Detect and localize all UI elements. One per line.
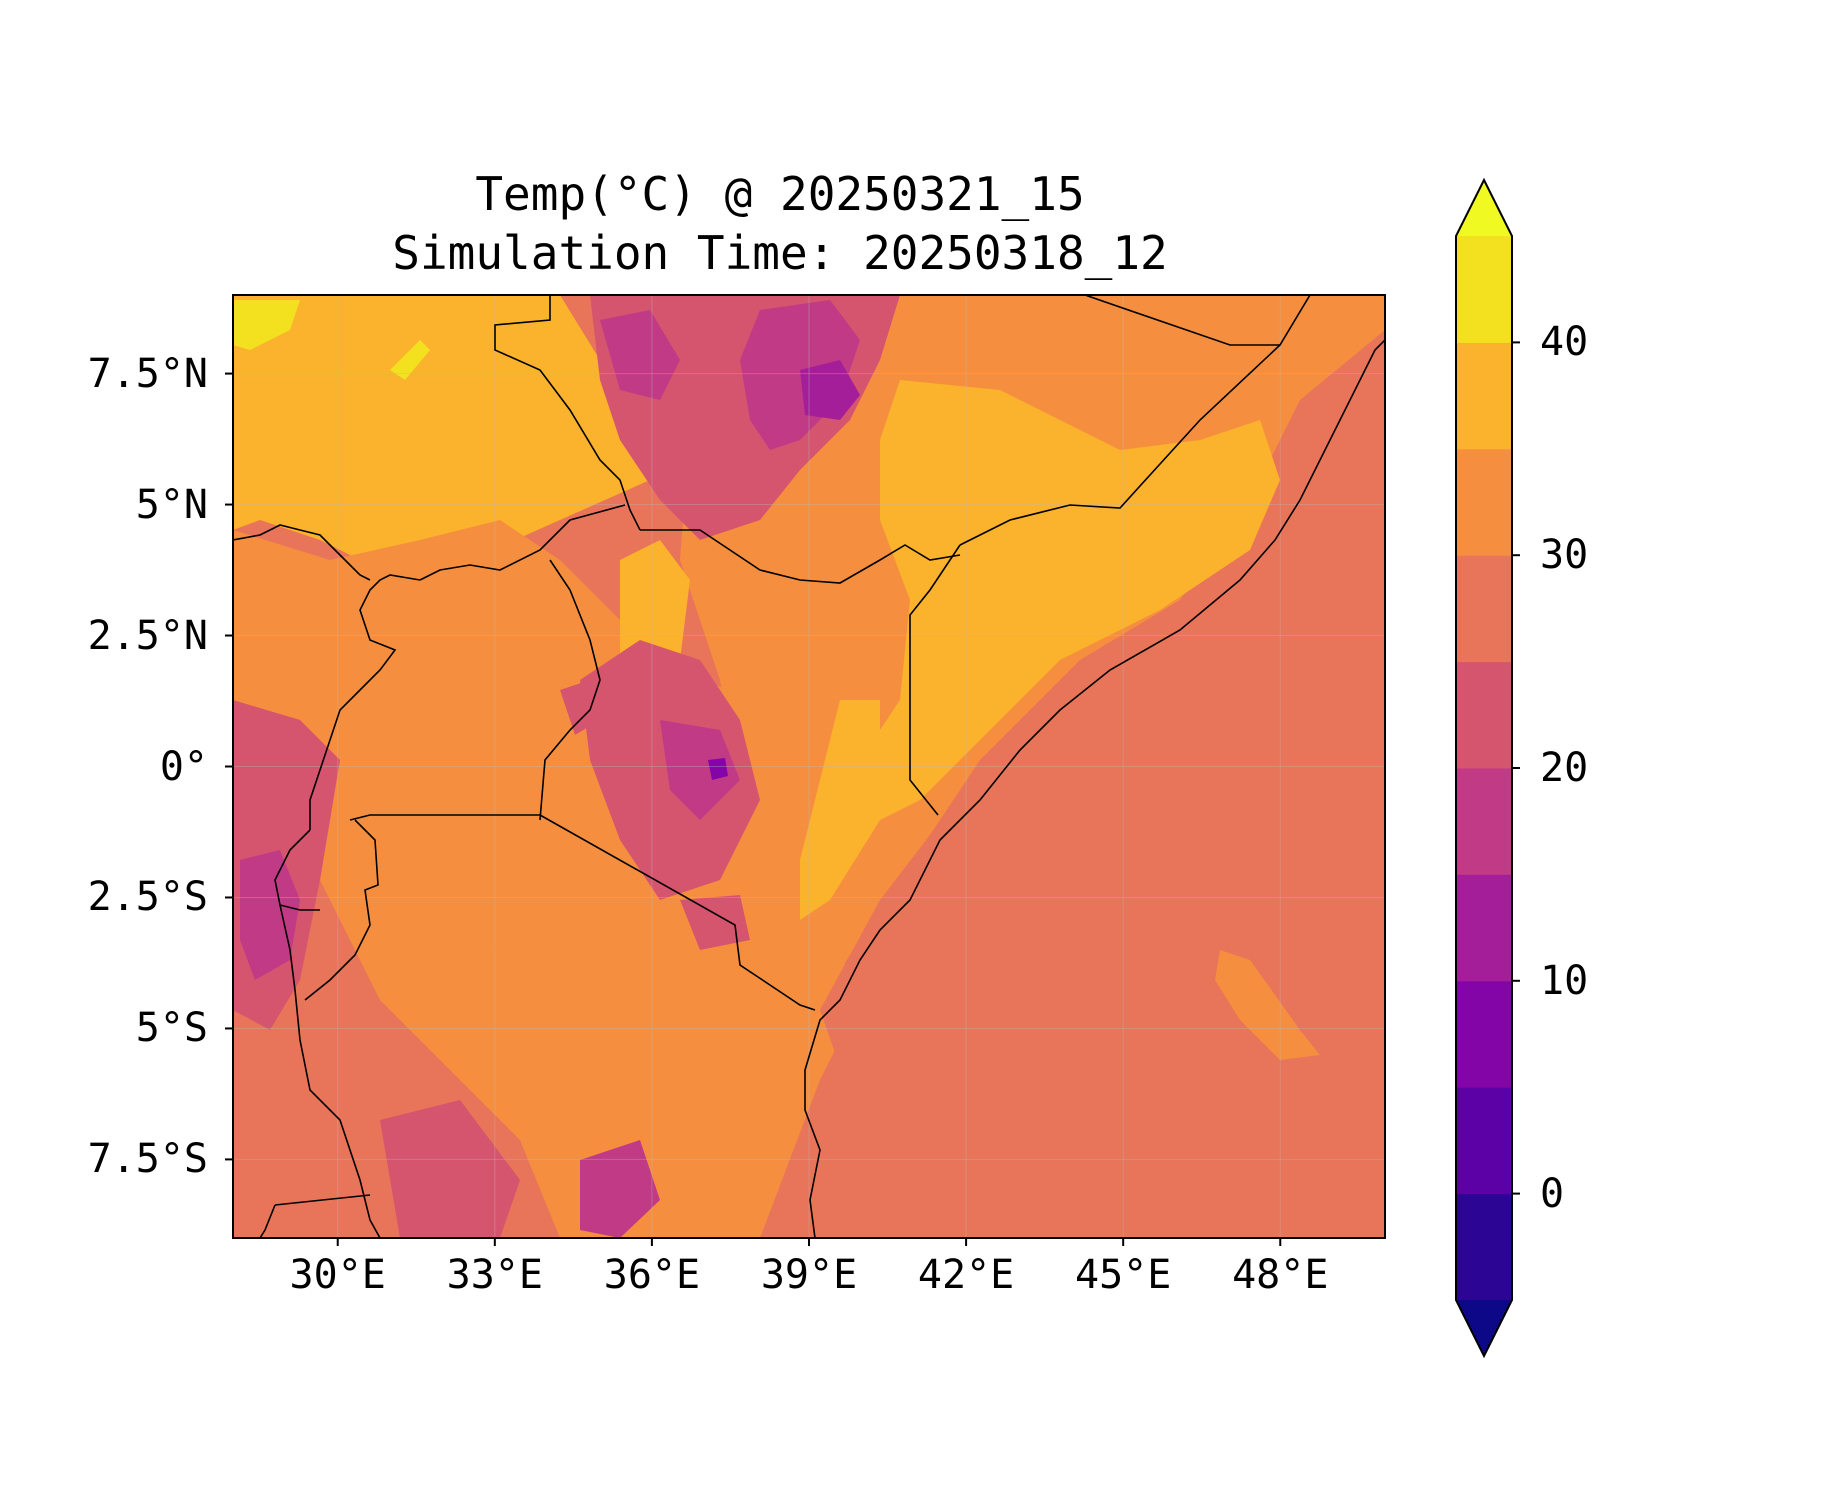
colorbar-level (1456, 342, 1512, 450)
lat-tick-label: 7.5°N (87, 350, 208, 397)
field-15-20-tanzania-s (580, 1140, 660, 1238)
lake-tanganyika-shore (279, 904, 381, 1238)
title-line-1: Temp(°C) @ 20250321_15 (475, 167, 1085, 221)
field-15-20-kenya-highlands (660, 720, 740, 820)
border-kenya-ethiopia (640, 529, 961, 584)
field-30-35-offshore (1215, 950, 1320, 1060)
field-20-25-uganda-elgon (560, 680, 600, 735)
border-kenya-uganda (419, 504, 626, 581)
lat-tick-label: 0° (159, 743, 208, 790)
borders-coastline (233, 295, 1385, 1238)
field-35-40-somalia (860, 380, 1280, 820)
lon-tick-label: 48°E (1232, 1252, 1329, 1298)
border-southsudan-drc (233, 524, 371, 581)
colorbar-tick-label: 30 (1540, 532, 1589, 579)
border-zambia-malawi (259, 1204, 276, 1238)
lat-tick-label: 2.5°S (87, 874, 208, 921)
lon-tick-label: 45°E (1075, 1252, 1172, 1298)
field-35-40-northwest (233, 295, 650, 570)
colorbar-tick-label: 40 (1540, 319, 1589, 366)
colorbar-tick-label: 20 (1540, 745, 1589, 791)
lon-tick-label: 39°E (760, 1252, 858, 1298)
lon-tick-label: 30°E (289, 1252, 386, 1298)
border-rwanda-drc (274, 829, 320, 911)
colorbar-tick-label: 0 (1540, 1170, 1565, 1217)
lon-tick-label: 42°E (917, 1252, 1015, 1298)
colorbar-outline (1455, 177, 1513, 1359)
temperature-field (233, 295, 1385, 1238)
colorbar-extend-over (1456, 180, 1512, 236)
axis-ticks (225, 372, 1282, 1246)
border-southsudan-ethiopia (494, 295, 641, 531)
lat-tick-label: 2.5°N (87, 612, 208, 659)
field-20-25-kilimanjaro (680, 895, 750, 950)
lat-tick-label: 5°N (135, 481, 208, 528)
colorbar-level (1456, 874, 1512, 982)
colorbar-level (1456, 661, 1512, 769)
border-ethiopia-somalia-north (1084, 295, 1280, 346)
border-tanzania-zambia (274, 1194, 371, 1206)
colorbar (1455, 177, 1520, 1359)
colorbar-level (1456, 555, 1512, 663)
border-uganda-kenya-east (539, 559, 601, 821)
border-kenya-somalia (909, 544, 961, 816)
colorbar-level (1456, 448, 1512, 556)
field-20-25-tanzania-sw (380, 1100, 520, 1238)
field-40-45-spot (233, 300, 300, 350)
colorbar-tick-label: 10 (1540, 957, 1589, 1004)
field-15-20-ethiopia-w (600, 310, 680, 400)
lon-tick-label: 36°E (603, 1252, 701, 1298)
border-tanzania-kenya (539, 814, 816, 1011)
border-tanzania-uganda (349, 814, 540, 821)
colorbar-level (1456, 768, 1512, 875)
field-10-15-mt-kenya (708, 758, 728, 780)
field-10-15-ethiopia (800, 360, 860, 420)
coastline (804, 339, 1385, 1238)
colorbar-level (1456, 1087, 1512, 1195)
title-line-2: Simulation Time: 20250318_12 (392, 226, 1168, 280)
lon-tick-label: 33°E (446, 1252, 543, 1298)
lat-tick-label: 7.5°S (87, 1136, 208, 1183)
colorbar-level (1456, 1193, 1512, 1301)
border-uganda-drc (309, 574, 421, 830)
lat-tick-label: 5°S (135, 1005, 208, 1052)
field-15-20-ethiopia (740, 300, 860, 450)
gridlines (233, 295, 1385, 1238)
field-30-35-tanzania (480, 940, 620, 1120)
colorbar-extend-under (1456, 1300, 1512, 1356)
colorbar-level (1456, 980, 1512, 1088)
border-rwanda-burundi (304, 819, 379, 1001)
field-40-45-spot (390, 340, 430, 380)
colorbar-level (1456, 236, 1512, 343)
field-35-40-kenya (800, 700, 880, 920)
field-15-20-albertine (240, 850, 300, 980)
